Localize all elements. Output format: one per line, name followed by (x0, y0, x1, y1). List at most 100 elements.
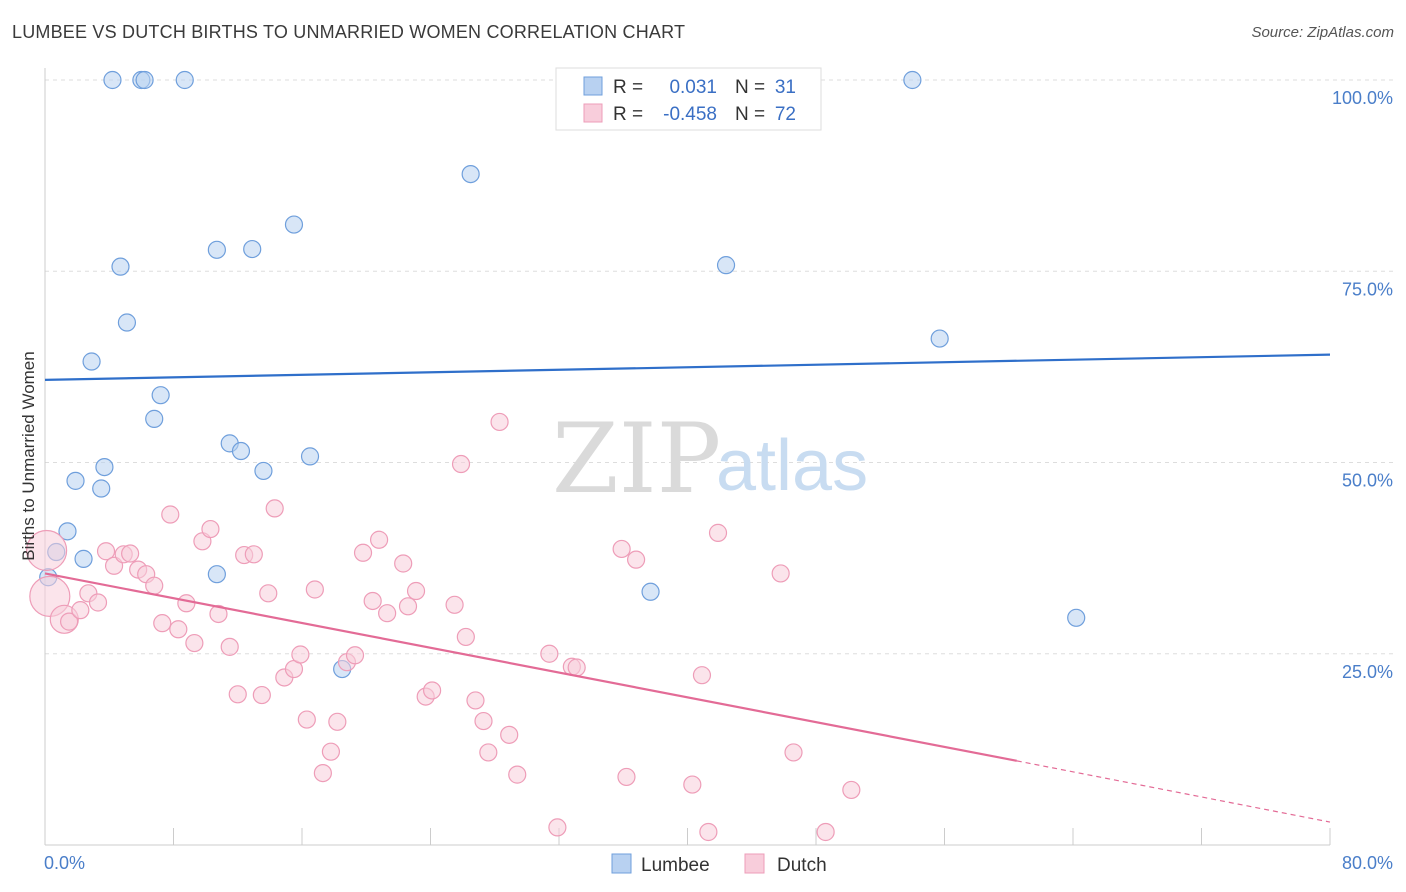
point-dutch (220, 637, 239, 656)
y-tick-label: 25.0% (1342, 662, 1393, 682)
legend-n-value: 72 (775, 104, 796, 125)
trend-line-dutch (44, 572, 1017, 762)
point-dutch (490, 412, 509, 432)
point-dutch (88, 593, 108, 612)
y-tick-label: 50.0% (1342, 471, 1393, 491)
point-lumbee (117, 313, 137, 332)
point-dutch (161, 505, 180, 524)
point-dutch (177, 594, 196, 613)
point-dutch (313, 763, 332, 783)
point-dutch (683, 775, 702, 794)
point-dutch (699, 822, 718, 842)
y-tick-label: 75.0% (1342, 279, 1393, 299)
point-dutch (500, 725, 519, 744)
point-dutch (445, 595, 464, 614)
point-dutch (784, 743, 803, 762)
point-lumbee (103, 70, 122, 90)
point-lumbee (82, 352, 101, 371)
point-dutch (540, 644, 559, 663)
series-legend: Lumbee Dutch (611, 853, 827, 876)
point-dutch (456, 627, 475, 647)
point-dutch (612, 539, 631, 559)
point-dutch (479, 743, 498, 762)
legend-n-value: 31 (775, 77, 796, 98)
point-lumbee (254, 461, 273, 481)
point-lumbee (243, 239, 262, 259)
x-tick-label: 80.0% (1342, 853, 1393, 873)
data-points (26, 70, 1086, 842)
point-dutch (363, 591, 382, 611)
legend-r-value: -0.458 (663, 104, 717, 125)
point-dutch (96, 542, 116, 561)
watermark-zip: ZIP (552, 403, 721, 515)
point-dutch (71, 601, 90, 620)
point-lumbee (58, 522, 77, 541)
legend-swatch-lumbee (583, 76, 603, 96)
point-dutch (842, 780, 861, 800)
point-dutch (474, 711, 493, 731)
trend-line-lumbee (44, 353, 1331, 381)
point-lumbee (1067, 608, 1086, 627)
watermark-atlas: atlas (716, 426, 868, 506)
legend-r-value: 0.031 (669, 77, 717, 98)
point-dutch (771, 564, 790, 583)
source-label: Source: ZipAtlas.com (1251, 24, 1394, 41)
point-lumbee (145, 409, 164, 428)
point-dutch (185, 633, 204, 653)
point-lumbee (231, 441, 251, 461)
point-dutch (466, 691, 485, 710)
point-dutch (244, 545, 263, 564)
point-lumbee (95, 457, 114, 477)
bottom-legend-label-lumbee: Lumbee (641, 855, 710, 876)
bottom-legend-swatch-dutch (744, 853, 765, 874)
point-lumbee (284, 215, 304, 234)
point-lumbee (135, 70, 154, 90)
point-dutch (252, 685, 271, 705)
legend-r-label: R = (613, 104, 643, 125)
point-lumbee (461, 164, 480, 184)
point-dutch (617, 767, 636, 787)
point-dutch (816, 822, 835, 842)
point-lumbee (903, 70, 922, 90)
point-dutch (353, 543, 373, 562)
y-tick-label: 100.0% (1332, 88, 1393, 108)
point-dutch (328, 712, 347, 731)
gridlines (45, 79, 1393, 655)
point-lumbee (207, 240, 226, 259)
x-tick-label: 0.0% (44, 853, 85, 873)
legend-r-label: R = (613, 77, 643, 98)
point-dutch (169, 620, 188, 639)
point-dutch (567, 658, 586, 677)
trend-lines (44, 353, 1331, 823)
point-dutch (291, 645, 310, 664)
point-lumbee (300, 447, 320, 466)
point-dutch (201, 519, 220, 539)
point-lumbee (111, 257, 130, 276)
legend-swatch-dutch (583, 103, 603, 123)
point-dutch (406, 581, 426, 601)
point-dutch (228, 685, 247, 704)
point-dutch (345, 646, 365, 665)
point-dutch (708, 523, 728, 542)
bottom-legend-label-dutch: Dutch (777, 855, 827, 876)
trend-line-extension-dutch (1016, 760, 1331, 823)
point-dutch (121, 544, 140, 563)
point-dutch (297, 710, 316, 729)
point-dutch (692, 666, 712, 685)
tick-labels: 25.0% 50.0% 75.0% 100.0% 0.0% 80.0% (44, 88, 1393, 873)
point-dutch (548, 818, 567, 837)
point-dutch (265, 499, 284, 518)
point-dutch (153, 614, 172, 633)
point-dutch (626, 550, 646, 569)
point-dutch (59, 612, 79, 631)
point-lumbee (151, 386, 170, 405)
bottom-legend-swatch-lumbee (611, 853, 632, 874)
point-lumbee (175, 70, 194, 90)
point-dutch (321, 742, 341, 761)
correlation-legend: R = 0.031 N = 31 R = -0.458 N = 72 (555, 67, 822, 131)
point-lumbee (641, 582, 660, 601)
legend-n-label: N = (735, 104, 765, 125)
point-dutch (508, 765, 527, 784)
y-axis-title: Births to Unmarried Women (19, 351, 38, 560)
